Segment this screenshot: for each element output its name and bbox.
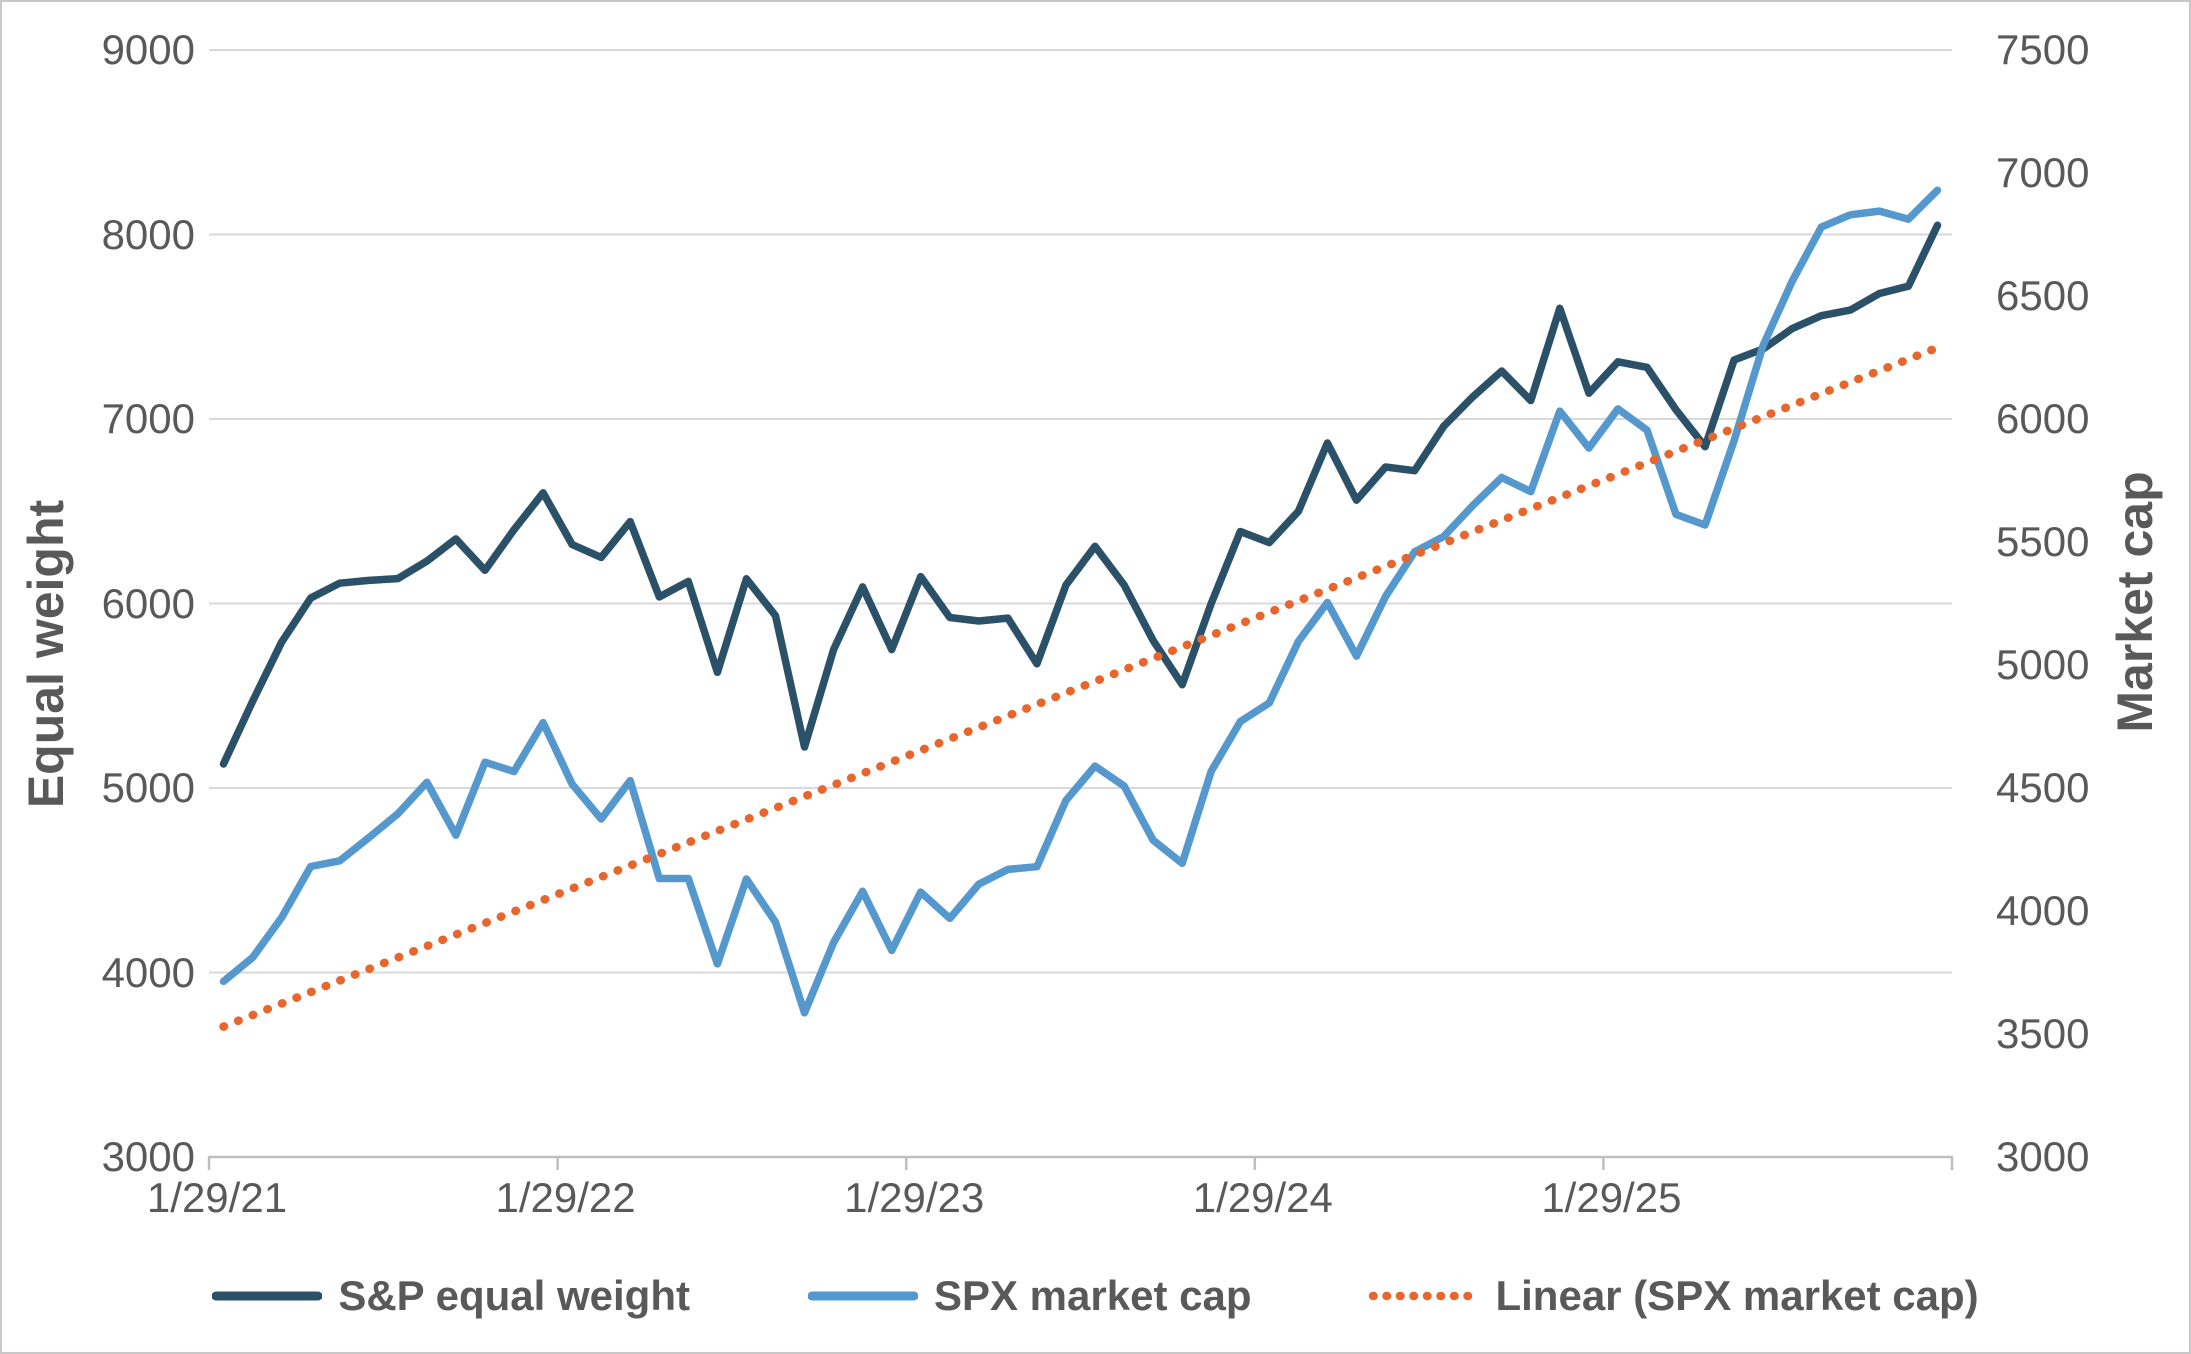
series-line-spx-market-cap: [219, 186, 1942, 1017]
legend-label-linear-spx-market-cap: Linear (SPX market cap): [1495, 1272, 1979, 1319]
right-axis-tick-label: 3000: [1996, 1133, 2090, 1180]
right-axis-tick-label: 5000: [1996, 641, 2090, 688]
right-axis-tick-label: 3500: [1996, 1010, 2090, 1057]
right-axis-tick-label: 7000: [1996, 149, 2090, 196]
legend-swatch-linear-spx-market-cap: [1369, 1291, 1480, 1301]
left-axis-tick-label: 9000: [101, 26, 195, 73]
right-axis-tick-label: 7500: [1996, 26, 2090, 73]
legend-label-s-p-equal-weight: S&P equal weight: [338, 1272, 690, 1319]
left-axis-tick-label: 3000: [101, 1133, 195, 1180]
legend: S&P equal weight SPX market cap Linear (SP…: [2, 1264, 2189, 1328]
left-axis-tick-label: 6000: [101, 579, 195, 627]
right-axis-tick-label: 4000: [1996, 887, 2090, 934]
right-axis-tick-label: 6500: [1996, 272, 2090, 319]
legend-item-s-p-equal-weight: S&P equal weight: [212, 1272, 690, 1320]
left-axis-tick-label: 4000: [101, 948, 195, 996]
legend-label-spx-market-cap: SPX market cap: [933, 1272, 1252, 1319]
legend-item-linear-spx-market-cap: Linear (SPX market cap): [1369, 1272, 1979, 1320]
legend-swatch-s-p-equal-weight: [212, 1291, 323, 1301]
right-axis-tick-label: 5500: [1996, 518, 2090, 565]
x-axis-tick-label: 1/29/25: [1541, 1174, 1682, 1221]
left-axis-tick-label: 7000: [101, 395, 195, 442]
right-axis-tick-label: 4500: [1996, 764, 2090, 811]
right-axis-tick-label: 6000: [1996, 395, 2090, 442]
series-line-s-p-equal-weight: [219, 221, 1942, 768]
x-axis-tick-label: 1/29/23: [844, 1174, 985, 1221]
left-axis-tick-label: 5000: [101, 764, 195, 811]
trendline-linear-spx-market-cap: [219, 343, 1942, 1031]
right-axis-title: Market cap: [2107, 471, 2163, 733]
x-axis-tick-label: 1/29/21: [146, 1174, 288, 1221]
legend-item-spx-market-cap: SPX market cap: [807, 1272, 1252, 1320]
left-axis-title: Equal weight: [18, 499, 74, 809]
x-axis-tick-label: 1/29/24: [1192, 1174, 1333, 1221]
left-axis-tick-label: 8000: [101, 210, 195, 258]
x-axis-tick-label: 1/29/22: [495, 1174, 636, 1221]
legend-swatch-spx-market-cap: [807, 1291, 918, 1301]
